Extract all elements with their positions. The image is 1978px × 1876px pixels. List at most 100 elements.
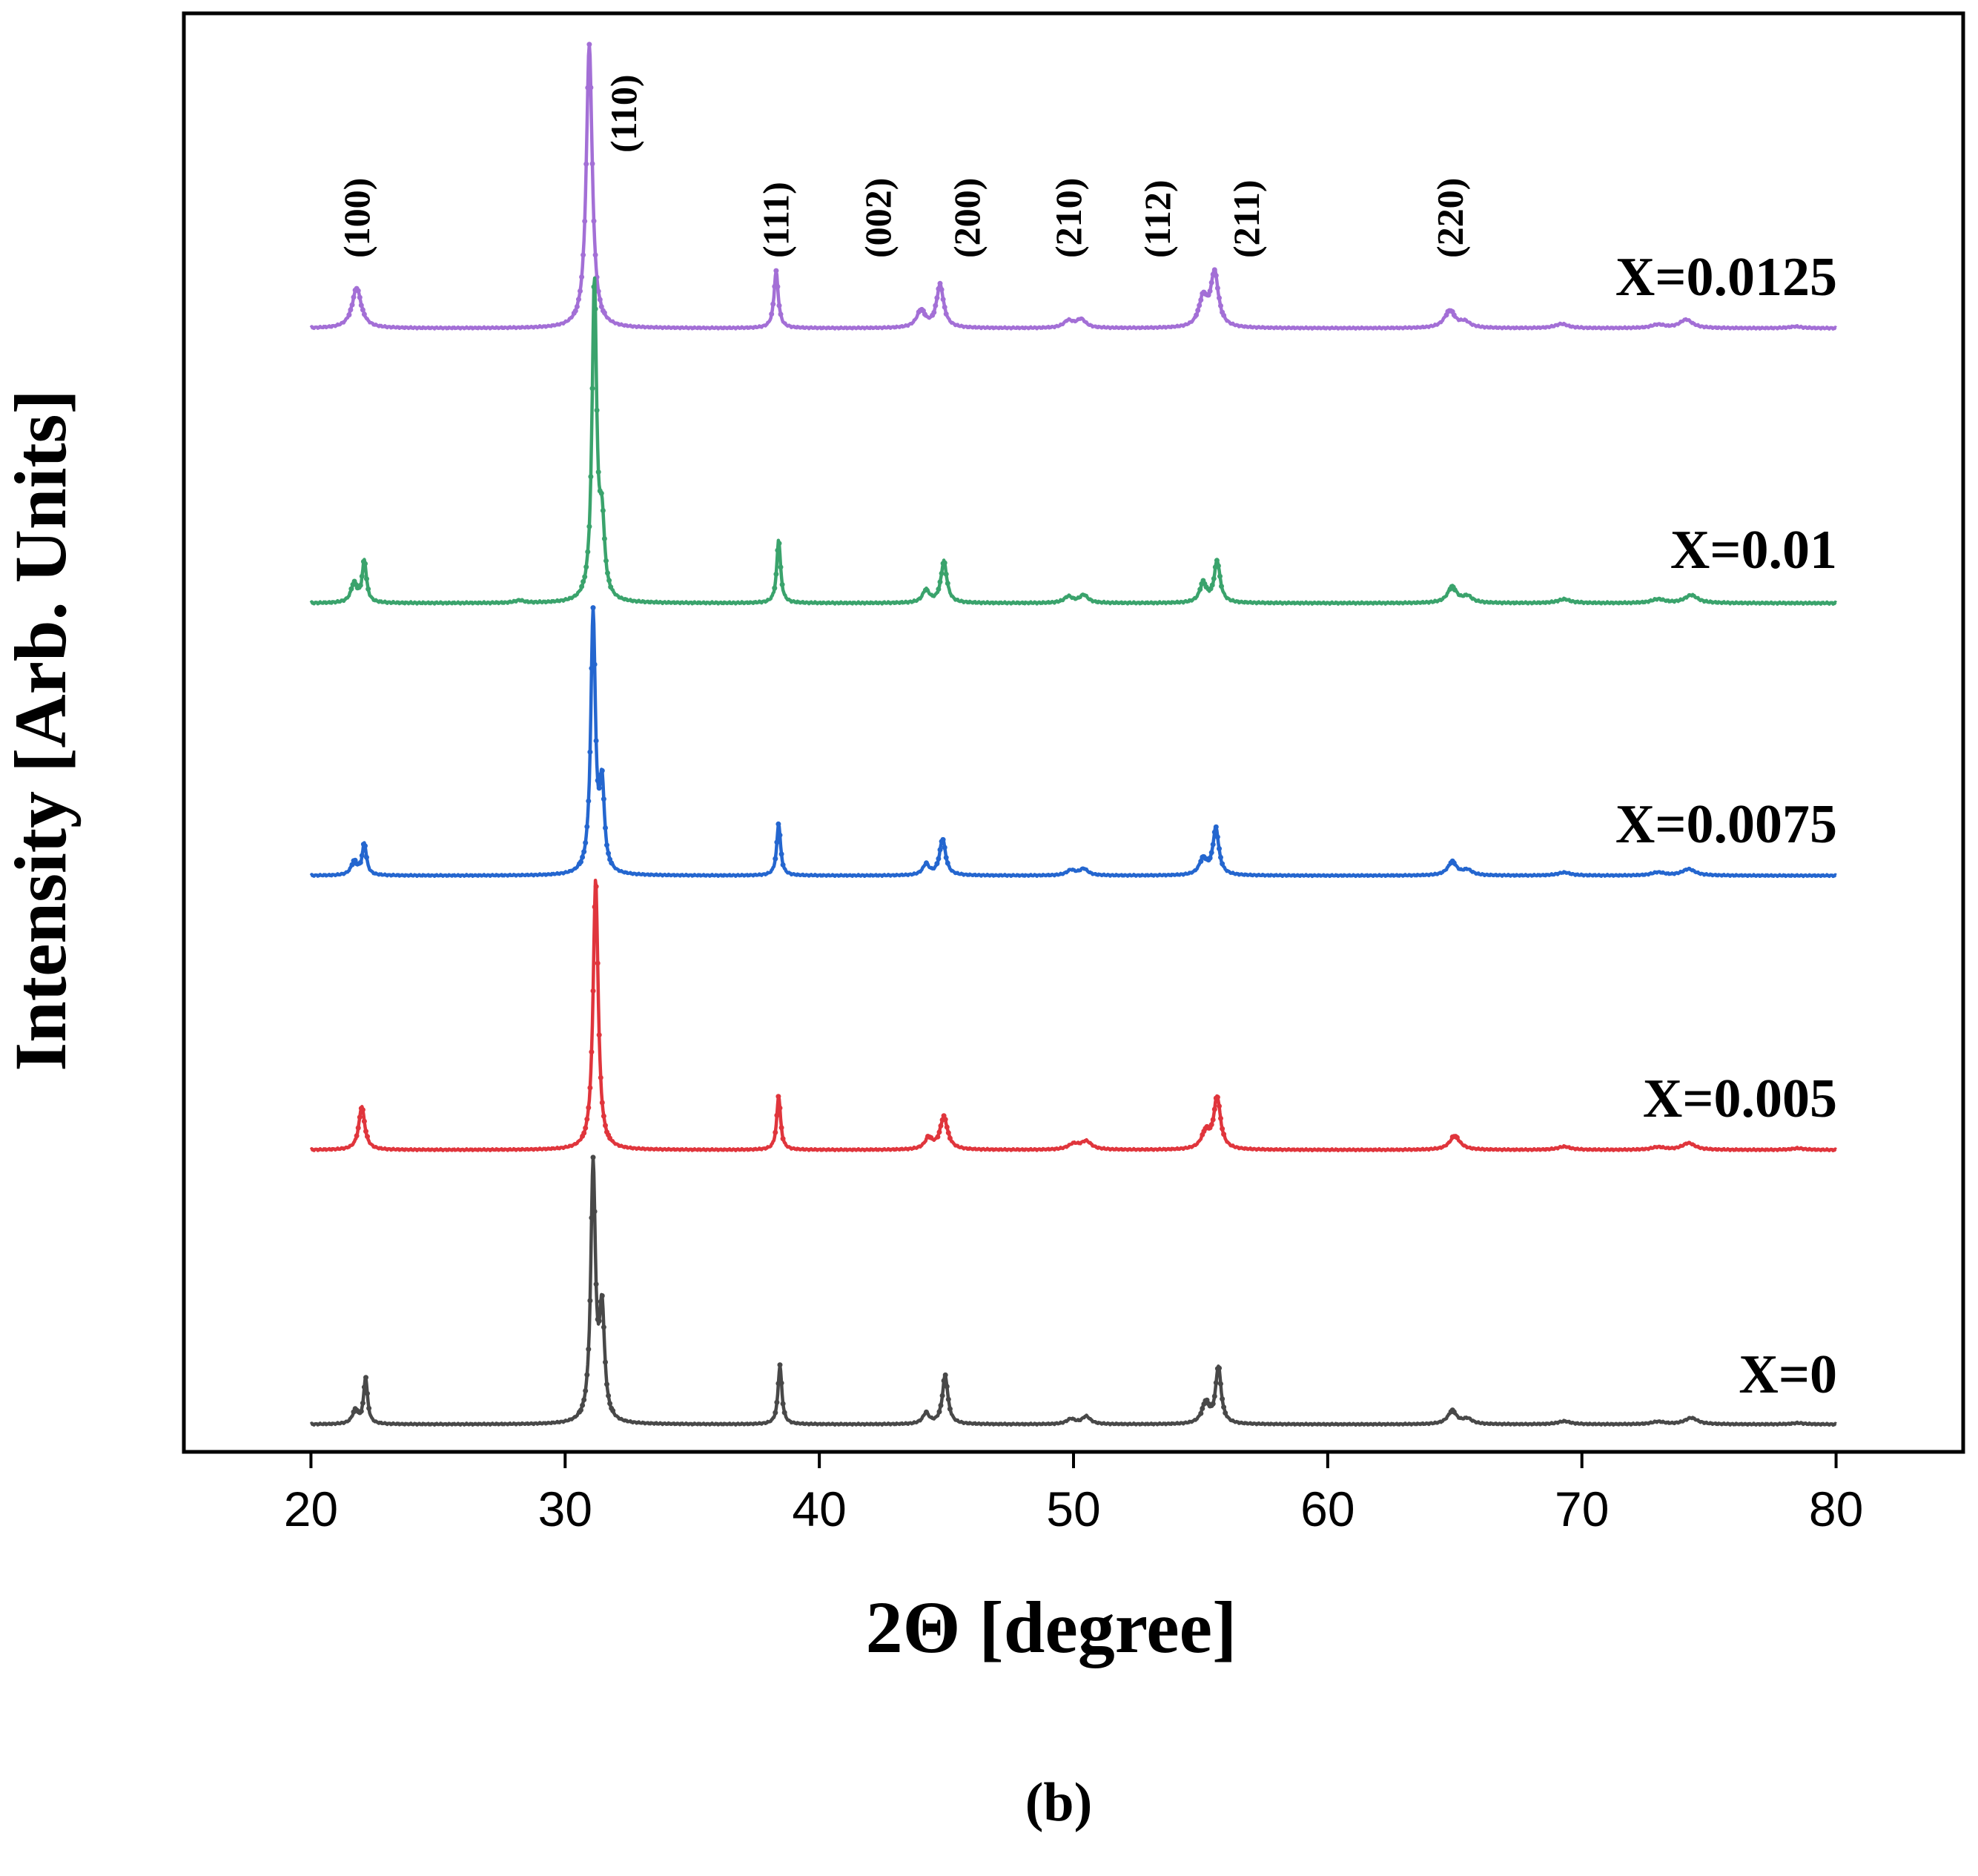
data-point <box>596 1318 602 1324</box>
data-point <box>595 778 601 784</box>
data-point <box>777 1105 783 1111</box>
data-point <box>1203 584 1209 590</box>
data-point <box>1198 859 1204 865</box>
data-point <box>589 1049 595 1055</box>
data-point <box>1214 834 1220 840</box>
peak-label: (200) <box>946 178 988 258</box>
data-point <box>606 578 612 584</box>
data-point <box>1218 303 1223 308</box>
data-point <box>780 1136 786 1142</box>
data-point <box>355 288 361 294</box>
data-point <box>363 1375 368 1381</box>
data-point <box>586 1105 592 1111</box>
data-point <box>579 274 585 280</box>
data-point <box>778 1380 784 1386</box>
data-point <box>779 581 785 587</box>
data-point <box>944 1384 950 1390</box>
data-point <box>937 847 943 853</box>
data-point <box>936 587 942 592</box>
data-point <box>597 297 603 303</box>
data-point <box>1209 582 1215 588</box>
data-point <box>608 584 614 590</box>
data-point <box>590 605 596 611</box>
data-point <box>776 541 782 546</box>
series-label: X=0.01 <box>1670 520 1837 581</box>
data-point <box>942 560 947 566</box>
data-point <box>1198 297 1204 303</box>
data-point <box>603 1359 608 1365</box>
data-point <box>355 1125 361 1131</box>
data-point <box>1452 587 1458 592</box>
data-point <box>1210 1117 1216 1123</box>
data-point <box>579 584 585 589</box>
data-point <box>361 1384 367 1390</box>
data-point <box>940 297 946 303</box>
data-point <box>599 1293 605 1298</box>
series-line <box>309 42 1837 331</box>
data-point <box>593 1281 599 1287</box>
data-point <box>580 1402 586 1408</box>
data-point <box>941 1378 947 1384</box>
data-point <box>934 861 940 867</box>
series-X=0.0075 <box>309 605 1837 879</box>
series-labels: X=0.0125 X=0.01 X=0.0075 X=0.005 X=0 <box>1615 247 1837 1405</box>
data-point <box>583 840 589 846</box>
data-point <box>584 1372 590 1378</box>
peak-label: (112) <box>1137 179 1178 258</box>
data-point <box>945 581 950 587</box>
data-point <box>363 561 368 567</box>
data-point <box>940 836 946 842</box>
data-point <box>592 904 598 910</box>
data-point <box>1451 860 1457 866</box>
data-point <box>933 303 939 308</box>
data-point <box>937 280 943 286</box>
data-point <box>1217 573 1223 579</box>
data-point <box>942 845 947 851</box>
data-point <box>1219 584 1224 589</box>
data-point <box>581 1397 587 1403</box>
data-point <box>346 312 352 318</box>
data-point <box>589 1215 595 1221</box>
series-X=0.01 <box>309 276 1838 607</box>
data-point <box>937 579 943 585</box>
data-point <box>348 307 354 313</box>
data-point <box>775 821 781 827</box>
data-point <box>1200 1406 1205 1411</box>
data-point <box>1220 1126 1226 1132</box>
data-point <box>945 1396 951 1402</box>
data-point <box>775 284 781 289</box>
data-point <box>591 218 597 224</box>
data-point <box>591 284 597 290</box>
data-point <box>601 310 607 316</box>
data-point <box>943 855 949 860</box>
data-point <box>1217 846 1222 851</box>
data-point <box>598 772 603 778</box>
data-point <box>1213 273 1219 279</box>
data-point <box>607 1135 613 1141</box>
data-point <box>599 1100 605 1106</box>
data-point <box>1221 312 1227 318</box>
peak-label: (111) <box>755 182 797 258</box>
data-point <box>593 738 599 744</box>
peak-label: (220) <box>1429 178 1470 258</box>
data-point <box>1197 303 1203 308</box>
data-point <box>361 1118 367 1124</box>
data-point <box>604 842 609 848</box>
figure-caption: (b) <box>1025 1772 1092 1833</box>
data-point <box>1211 267 1217 273</box>
data-point <box>578 859 583 865</box>
data-point <box>596 1032 602 1038</box>
series-line <box>309 1155 1837 1427</box>
data-point <box>947 1135 953 1141</box>
data-point <box>778 564 784 570</box>
data-point <box>359 573 365 579</box>
peak-label: (210) <box>1048 178 1089 258</box>
data-point <box>603 825 608 830</box>
data-point <box>1208 280 1214 285</box>
data-point <box>1205 292 1211 298</box>
data-point <box>773 856 778 862</box>
data-point <box>935 1134 941 1140</box>
data-point <box>774 1112 780 1118</box>
data-point <box>598 304 604 309</box>
